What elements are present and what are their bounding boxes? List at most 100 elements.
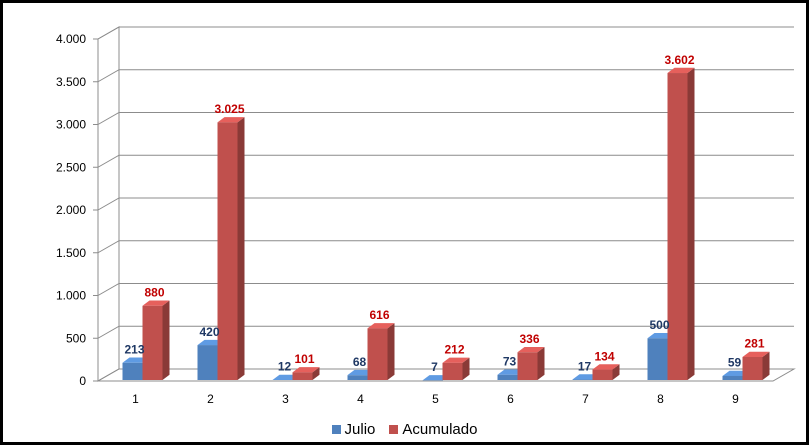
y-tick-label: 1.500	[56, 246, 86, 260]
data-label-acumulado-5: 212	[444, 343, 464, 357]
bar-front	[142, 305, 163, 380]
gridline	[97, 154, 794, 168]
x-axis: 1 2 3 4 5 6 7 8 9	[98, 380, 773, 406]
x-tick-label: 6	[507, 392, 514, 406]
y-tick-label: 0	[79, 374, 86, 388]
bar-side	[387, 323, 395, 380]
bar-front	[217, 122, 238, 381]
bar-side	[462, 357, 470, 380]
legend-label-acumulado: Acumulado	[402, 421, 478, 438]
data-label-julio-5: 7	[431, 360, 438, 374]
bar-front	[592, 369, 613, 380]
data-label-acumulado-2: 3.025	[214, 102, 244, 116]
gridline	[97, 197, 794, 211]
data-label-julio-7: 17	[578, 359, 592, 373]
bar-top	[292, 367, 320, 373]
gridline	[97, 112, 794, 125]
bar-front	[367, 328, 388, 380]
bar-front	[197, 345, 218, 380]
bar-top	[667, 67, 695, 74]
data-label-acumulado-8: 3.602	[664, 53, 694, 67]
bar-acumulado-3	[292, 367, 320, 380]
bar-acumulado-5	[442, 357, 470, 380]
gridline	[97, 26, 794, 40]
bar-side	[537, 347, 545, 380]
bar-acumulado-6	[517, 347, 545, 380]
x-tick-label: 1	[132, 392, 139, 406]
bar-acumulado-1	[142, 300, 170, 380]
x-tick-label: 5	[432, 392, 439, 406]
data-label-julio-8: 500	[649, 318, 669, 332]
legend-swatch-julio	[331, 425, 341, 434]
gridline	[97, 240, 794, 254]
bar-acumulado-4	[367, 323, 395, 380]
data-label-acumulado-4: 616	[369, 308, 389, 322]
bar-front	[722, 375, 743, 380]
bar-front	[292, 372, 313, 380]
y-tick-label: 3.500	[56, 75, 86, 89]
legend-item-julio: Julio	[331, 421, 376, 438]
legend: Julio Acumulado	[0, 421, 809, 438]
x-tick-label: 3	[282, 392, 289, 406]
y-tick-label: 2.500	[56, 160, 86, 174]
legend-swatch-acumulado	[389, 425, 399, 434]
data-label-acumulado-1: 880	[144, 286, 164, 300]
bar-top	[517, 347, 545, 353]
legend-item-acumulado: Acumulado	[389, 421, 477, 438]
bar-top	[442, 357, 470, 363]
bar-side	[237, 117, 245, 381]
data-label-julio-6: 73	[503, 355, 517, 369]
x-tick-label: 2	[207, 392, 214, 406]
bar-front	[442, 362, 463, 380]
gridline	[97, 325, 794, 339]
gridline	[97, 283, 794, 296]
bar-side	[612, 364, 620, 380]
y-axis: 0 500 1.000 1.500 2.000 2.500 3.000 3.500 4.000	[56, 32, 99, 388]
bar-side	[762, 351, 770, 380]
y-tick-label: 500	[66, 331, 86, 345]
y-tick-label: 1.000	[56, 289, 86, 303]
bar-front	[517, 352, 538, 380]
bar-front	[122, 362, 143, 380]
bar-front	[497, 374, 518, 380]
x-tick-label: 7	[582, 392, 589, 406]
bar-top	[742, 351, 770, 357]
legend-label-julio: Julio	[344, 421, 376, 438]
bar-front	[347, 375, 368, 380]
x-tick-label: 8	[657, 392, 664, 406]
gridlines	[97, 26, 794, 382]
bar-front	[647, 338, 668, 380]
bar-top	[367, 323, 395, 329]
data-label-julio-9: 59	[728, 356, 742, 370]
bar-side	[687, 67, 695, 381]
data-label-acumulado-9: 281	[744, 337, 764, 351]
gridline	[97, 368, 794, 382]
bar-acumulado-8	[667, 67, 695, 381]
data-label-julio-3: 12	[278, 360, 292, 374]
bar-front	[667, 73, 688, 381]
bars	[122, 67, 770, 381]
y-tick-label: 3.000	[56, 118, 86, 132]
gridline	[97, 69, 794, 83]
data-label-julio-1: 213	[124, 343, 144, 357]
bar-top	[142, 300, 170, 306]
bar-front	[742, 356, 763, 380]
data-label-acumulado-7: 134	[594, 349, 614, 363]
bar-side	[162, 300, 170, 380]
y-tick-label: 2.000	[56, 203, 86, 217]
data-label-julio-4: 68	[353, 355, 367, 369]
bar-side	[312, 367, 320, 380]
bar-acumulado-7	[592, 364, 620, 380]
data-label-julio-2: 420	[199, 325, 219, 339]
y-tick-label: 4.000	[56, 32, 86, 46]
bar-top	[592, 364, 620, 370]
bar-acumulado-9	[742, 351, 770, 380]
x-tick-label: 4	[357, 392, 364, 406]
data-label-acumulado-6: 336	[519, 332, 539, 346]
data-label-acumulado-3: 101	[294, 352, 314, 366]
bar-acumulado-2	[217, 117, 245, 381]
bar-top	[217, 117, 245, 123]
x-tick-label: 9	[732, 392, 739, 406]
